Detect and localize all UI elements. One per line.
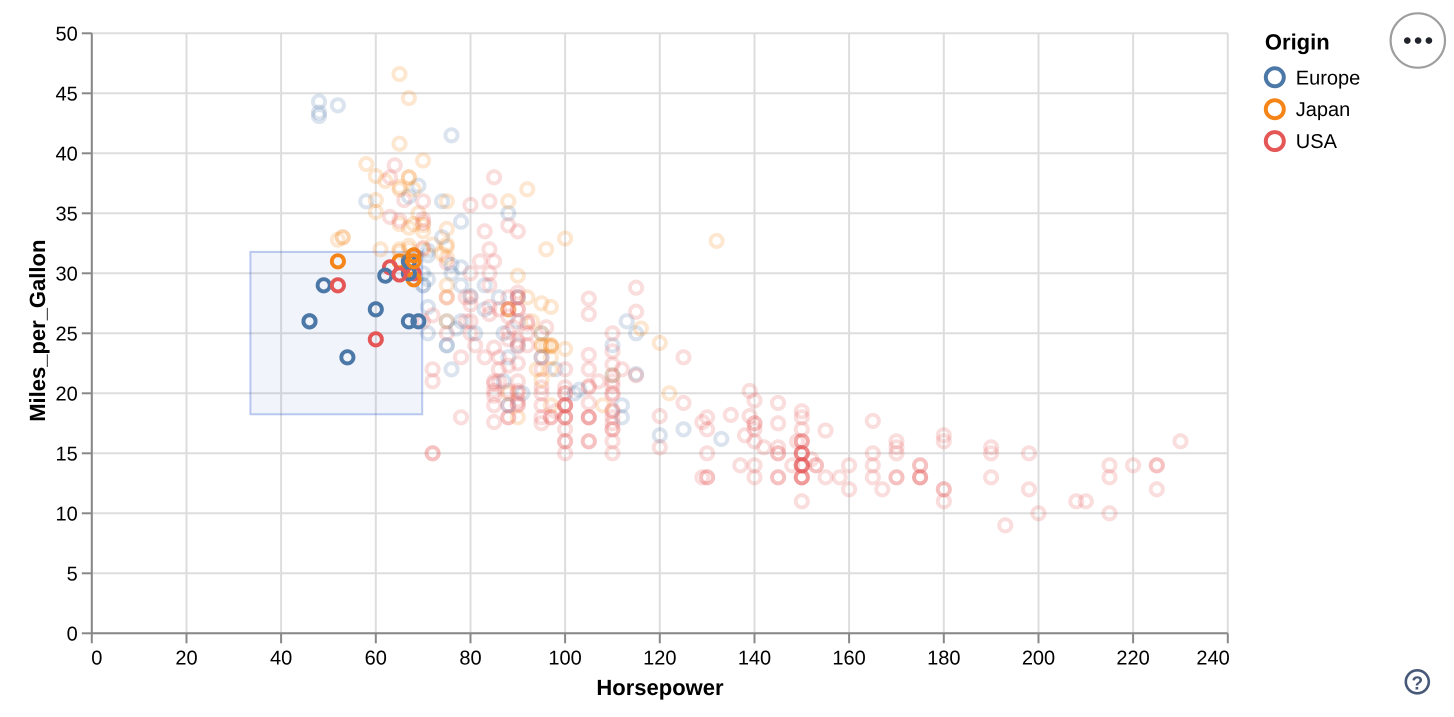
svg-text:45: 45 bbox=[56, 83, 78, 105]
svg-text:USA: USA bbox=[1296, 131, 1338, 153]
svg-text:Horsepower: Horsepower bbox=[596, 675, 724, 700]
svg-text:?: ? bbox=[1411, 674, 1423, 695]
svg-text:Origin: Origin bbox=[1265, 29, 1330, 54]
svg-text:30: 30 bbox=[56, 263, 78, 285]
svg-text:Europe: Europe bbox=[1296, 67, 1361, 89]
svg-text:5: 5 bbox=[67, 563, 78, 585]
svg-text:40: 40 bbox=[56, 143, 78, 165]
svg-text:240: 240 bbox=[1196, 648, 1229, 670]
svg-text:Japan: Japan bbox=[1296, 99, 1351, 121]
svg-text:120: 120 bbox=[643, 648, 676, 670]
svg-text:25: 25 bbox=[56, 323, 78, 345]
svg-text:Miles_per_Gallon: Miles_per_Gallon bbox=[25, 240, 50, 422]
svg-text:140: 140 bbox=[738, 648, 771, 670]
svg-text:50: 50 bbox=[56, 23, 78, 45]
svg-text:100: 100 bbox=[548, 648, 581, 670]
svg-text:0: 0 bbox=[91, 648, 102, 670]
svg-text:180: 180 bbox=[927, 648, 960, 670]
svg-text:80: 80 bbox=[459, 648, 481, 670]
svg-text:0: 0 bbox=[67, 623, 78, 645]
svg-text:220: 220 bbox=[1116, 648, 1149, 670]
svg-text:160: 160 bbox=[832, 648, 865, 670]
svg-text:20: 20 bbox=[56, 383, 78, 405]
svg-text:35: 35 bbox=[56, 203, 78, 225]
svg-text:10: 10 bbox=[56, 503, 78, 525]
svg-text:40: 40 bbox=[270, 648, 292, 670]
svg-text:15: 15 bbox=[56, 443, 78, 465]
svg-text:200: 200 bbox=[1022, 648, 1055, 670]
svg-text:20: 20 bbox=[175, 648, 197, 670]
svg-text:60: 60 bbox=[365, 648, 387, 670]
